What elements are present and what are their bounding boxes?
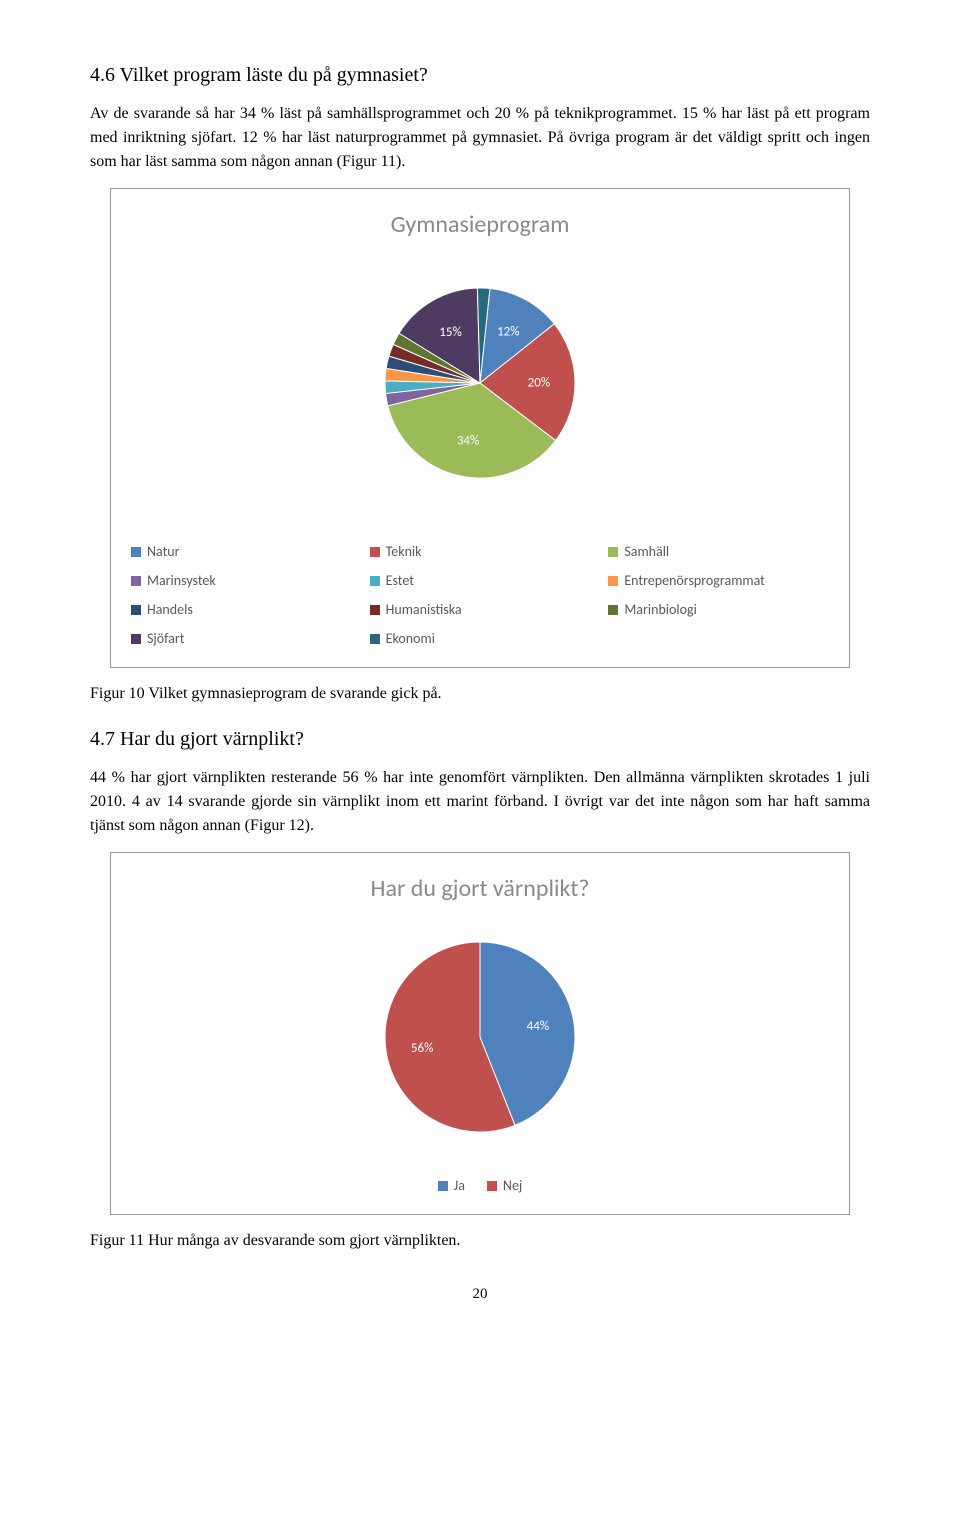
pie-slice-label: 2% — [362, 351, 378, 366]
section-heading-4-6: 4.6 Vilket program läste du på gymnasiet… — [90, 60, 870, 90]
chart2-legend: Ja Nej — [131, 1175, 829, 1196]
legend-swatch — [370, 605, 380, 615]
chart-varnplikt: Har du gjort värnplikt? 44% 56% Ja Nej — [110, 852, 850, 1215]
legend-item: Marinsystek — [131, 570, 352, 591]
legend-item: Humanistiska — [370, 599, 591, 620]
pie-slice-label: 2% — [476, 263, 492, 278]
chart2-pie: 44% 56% — [320, 917, 640, 1147]
legend-swatch — [131, 605, 141, 615]
chart2-caption: Figur 11 Hur många av desvarande som gjo… — [90, 1229, 870, 1253]
legend-label: Ja — [454, 1175, 465, 1196]
pie-slice-label: 2% — [359, 366, 375, 381]
pie-slice-label: 2% — [366, 337, 382, 352]
legend-label: Handels — [147, 599, 193, 620]
legend-swatch — [608, 547, 618, 557]
legend-label: Estet — [386, 570, 414, 591]
pie-slice-label: 2% — [359, 381, 375, 396]
chart1-caption: Figur 10 Vilket gymnasieprogram de svara… — [90, 682, 870, 706]
legend-item: Teknik — [370, 541, 591, 562]
legend-swatch — [131, 634, 141, 644]
legend-label: Marinbiologi — [624, 599, 696, 620]
legend-label: Entrepenörsprogrammat — [624, 570, 765, 591]
legend-item: Handels — [131, 599, 352, 620]
legend-label: Natur — [147, 541, 180, 562]
legend-item: Marinbiologi — [608, 599, 829, 620]
legend-item: Samhäll — [608, 541, 829, 562]
legend-label: Marinsystek — [147, 570, 216, 591]
legend-swatch — [608, 576, 618, 586]
legend-item: Sjöfart — [131, 628, 352, 649]
legend-swatch — [438, 1181, 448, 1191]
pie-slice-label: 20% — [528, 375, 550, 390]
page-number: 20 — [90, 1283, 870, 1306]
pie-slice-label: 2% — [361, 396, 377, 411]
chart-gymnasieprogram: Gymnasieprogram 12%20%34%2%2%2%2%2%2%15%… — [110, 188, 850, 668]
pie-slice-label: 2% — [372, 323, 388, 338]
pie-slice-label: 56% — [411, 1041, 433, 1056]
chart1-title: Gymnasieprogram — [131, 207, 829, 243]
pie-slice-label: 15% — [439, 325, 461, 340]
legend-item: Nej — [487, 1175, 522, 1196]
legend-swatch — [487, 1181, 497, 1191]
legend-swatch — [370, 576, 380, 586]
legend-swatch — [608, 605, 618, 615]
chart1-pie: 12%20%34%2%2%2%2%2%2%15%2% — [320, 253, 640, 513]
legend-item: Estet — [370, 570, 591, 591]
para-4-6: Av de svarande så har 34 % läst på samhä… — [90, 102, 870, 174]
legend-label: Teknik — [386, 541, 422, 562]
legend-swatch — [131, 576, 141, 586]
pie-slice-label: 44% — [527, 1019, 549, 1034]
legend-swatch — [370, 547, 380, 557]
pie-slice-label: 12% — [497, 324, 519, 339]
legend-item: Ekonomi — [370, 628, 591, 649]
section-heading-4-7: 4.7 Har du gjort värnplikt? — [90, 724, 870, 754]
para-4-7: 44 % har gjort värnplikten resterande 56… — [90, 766, 870, 838]
chart1-legend: Natur Teknik Samhäll Marinsystek Estet Entrep… — [131, 541, 829, 649]
legend-label: Ekonomi — [386, 628, 435, 649]
pie-slice-label: 34% — [457, 434, 479, 449]
legend-item: Natur — [131, 541, 352, 562]
legend-swatch — [131, 547, 141, 557]
legend-item: Entrepenörsprogrammat — [608, 570, 829, 591]
legend-label: Samhäll — [624, 541, 669, 562]
legend-label: Sjöfart — [147, 628, 184, 649]
legend-item: Ja — [438, 1175, 465, 1196]
chart2-title: Har du gjort värnplikt? — [131, 871, 829, 907]
legend-label: Nej — [503, 1175, 522, 1196]
legend-label: Humanistiska — [386, 599, 462, 620]
legend-swatch — [370, 634, 380, 644]
